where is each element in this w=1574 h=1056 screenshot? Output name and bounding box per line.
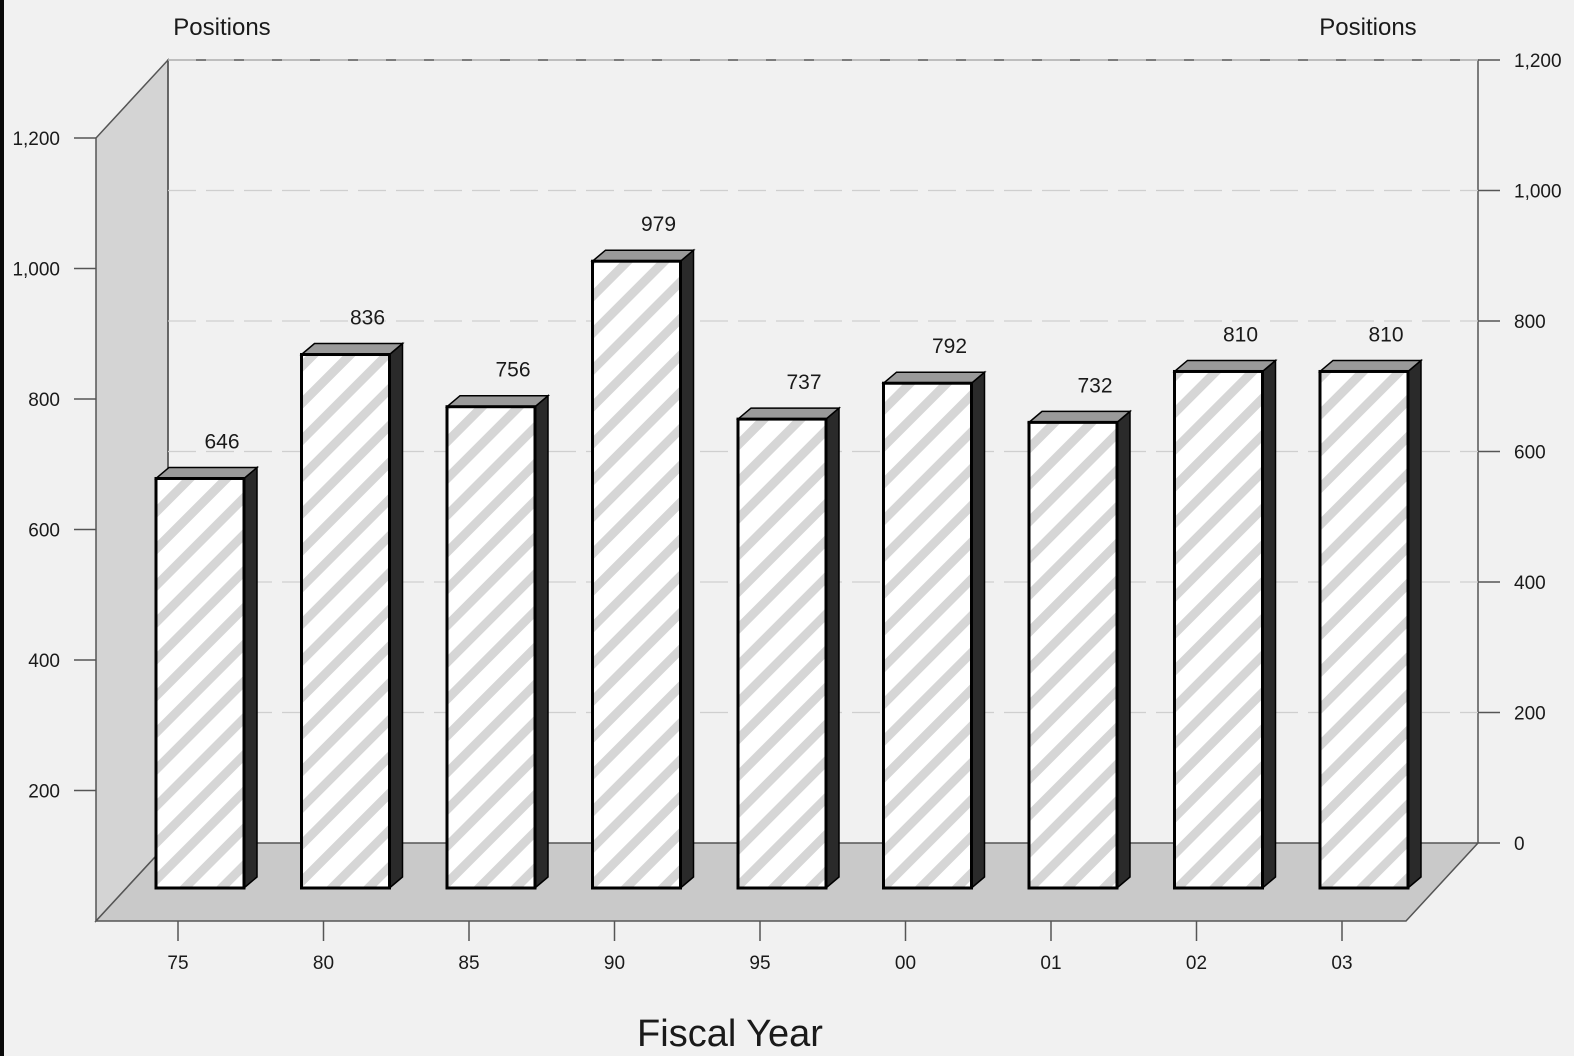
x-tick-label: 02: [1186, 953, 1207, 974]
left-tick-label: 1,000: [12, 260, 60, 281]
x-tick-label: 85: [458, 953, 479, 974]
bar: [154, 476, 246, 890]
bar-group: [735, 406, 842, 890]
right-tick-label: 400: [1514, 573, 1546, 594]
bar-top: [1172, 359, 1278, 373]
left-tick-label: 600: [28, 521, 60, 542]
bar-group: [153, 465, 260, 890]
x-tick-label: 95: [749, 953, 770, 974]
bar-side: [970, 370, 986, 890]
y-axis-title-right: Positions: [1319, 14, 1416, 41]
x-tick-label: 01: [1040, 953, 1061, 974]
bar-side: [388, 341, 404, 890]
bar-group: [881, 370, 987, 890]
bar-top: [735, 407, 842, 420]
right-tick-label: 0: [1514, 834, 1525, 855]
x-tick-label: 90: [604, 953, 625, 974]
bar-top: [881, 371, 987, 384]
bar-side: [825, 406, 840, 890]
bar-top: [444, 394, 551, 408]
left-tick-label: 400: [28, 651, 60, 672]
bar-group: [444, 394, 551, 890]
bar-group: [590, 248, 696, 890]
bar: [1027, 420, 1119, 890]
x-tick-label: 03: [1331, 953, 1352, 974]
bar-side: [243, 465, 258, 890]
y-axis-title-left: Positions: [173, 14, 270, 41]
data-label: 646: [204, 430, 239, 453]
bar: [1318, 369, 1410, 890]
data-label: 732: [1077, 374, 1112, 397]
right-tick-label: 1,200: [1514, 51, 1562, 72]
bar-side: [1261, 358, 1277, 890]
bar: [736, 417, 828, 890]
left-edge-border: [0, 0, 4, 1056]
data-label: 792: [932, 335, 967, 358]
left-tick-label: 800: [28, 390, 60, 411]
bar-top: [153, 466, 260, 480]
bar-group: [1317, 358, 1424, 890]
bar-top: [1317, 359, 1424, 373]
bar: [300, 353, 391, 890]
bar: [882, 381, 973, 890]
bar-top: [590, 249, 696, 262]
x-tick-label: 75: [167, 953, 188, 974]
data-label: 979: [641, 213, 676, 236]
right-tick-label: 800: [1514, 312, 1546, 333]
bar-group: [299, 341, 405, 890]
right-tick-label: 600: [1514, 443, 1546, 464]
data-label: 810: [1368, 323, 1403, 346]
bar: [591, 259, 682, 890]
x-axis-title: Fiscal Year: [637, 1013, 823, 1055]
bar-side: [1407, 358, 1422, 890]
x-tick-label: 80: [313, 953, 334, 974]
left-tick-label: 1,200: [12, 129, 60, 150]
data-label: 836: [350, 307, 385, 330]
bar-group: [1172, 358, 1278, 890]
bar-top: [299, 342, 405, 356]
bar-side: [534, 394, 549, 890]
x-tick-label: 00: [895, 953, 916, 974]
data-label: 737: [786, 371, 821, 394]
data-label: 810: [1223, 323, 1258, 346]
bar-side: [679, 248, 695, 890]
left-tick-label: 200: [28, 782, 60, 803]
bar-group: [1026, 409, 1133, 890]
bar: [1173, 369, 1264, 890]
bar-side: [1116, 409, 1131, 890]
right-tick-label: 1,000: [1514, 182, 1562, 203]
bar-top: [1026, 410, 1133, 424]
bar: [445, 405, 537, 890]
right-tick-label: 200: [1514, 704, 1546, 725]
data-label: 756: [495, 359, 530, 382]
